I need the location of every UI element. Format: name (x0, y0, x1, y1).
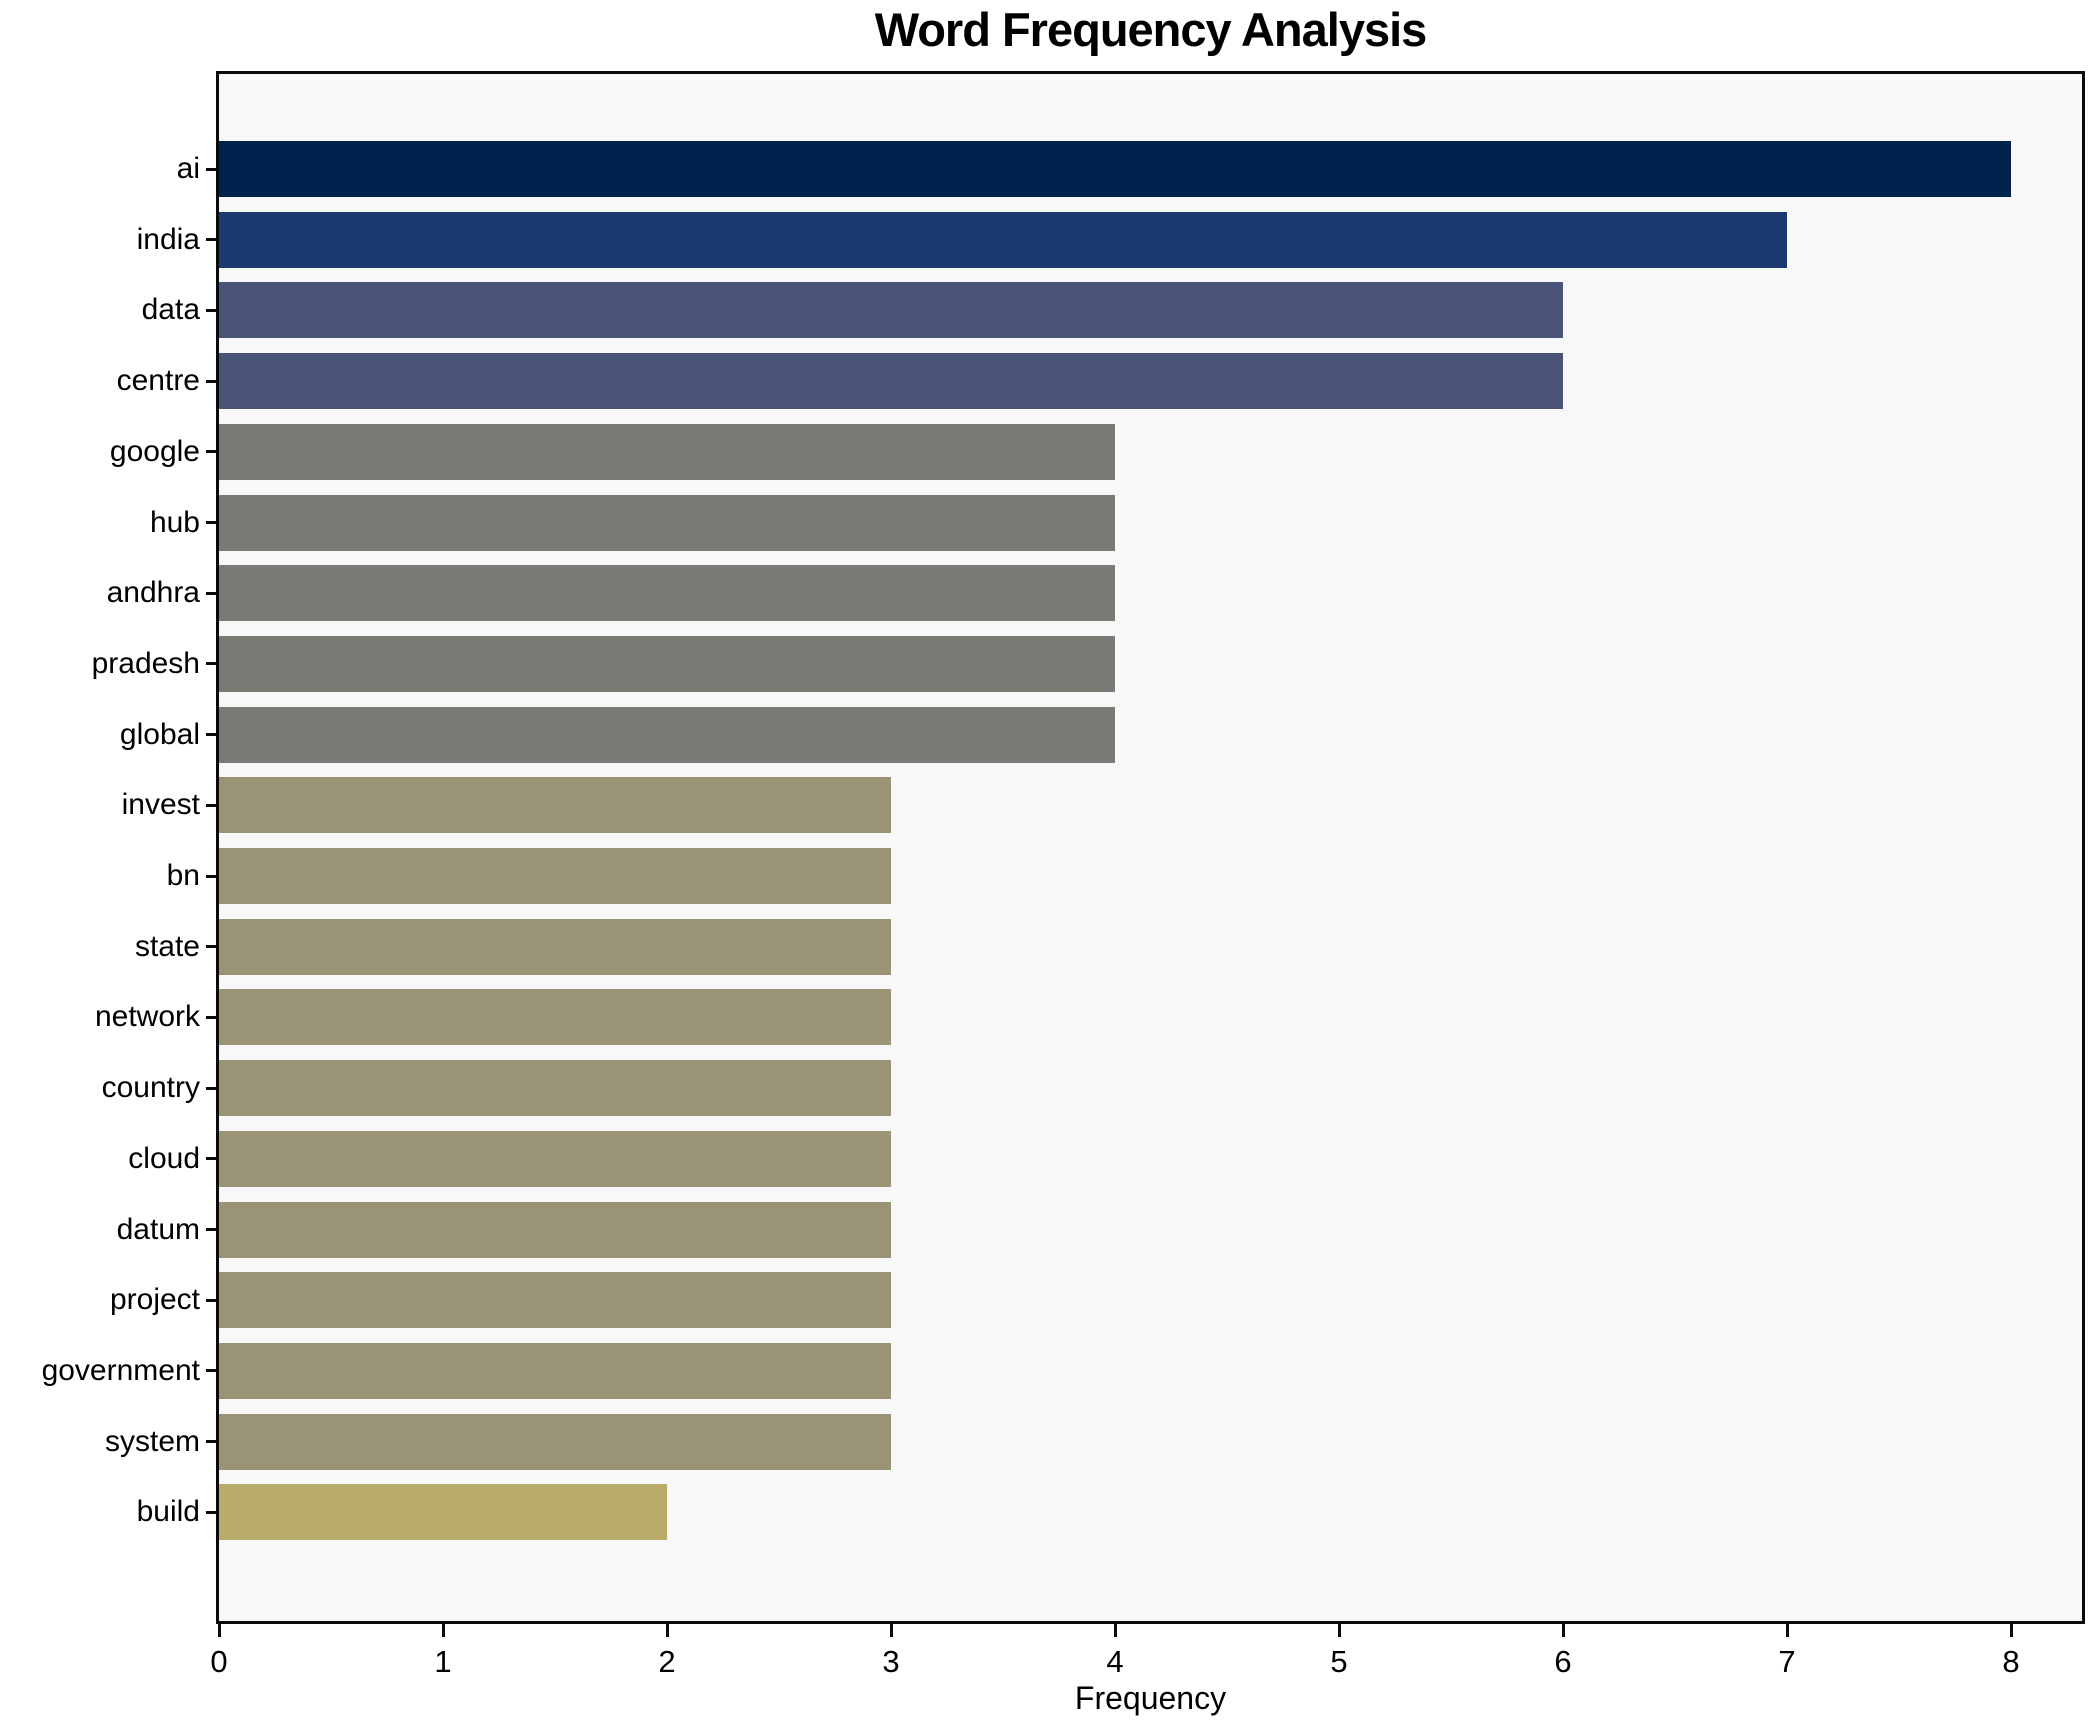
y-tick-label-bn: bn (166, 859, 200, 892)
bar-india (219, 211, 1787, 268)
y-tick-label-project: project (109, 1283, 200, 1317)
y-tick-label-data: data (141, 293, 200, 327)
bar-centre (219, 353, 1563, 410)
y-tick-mark (206, 379, 217, 383)
y-tick-mark (206, 167, 217, 171)
y-tick-mark (206, 1086, 217, 1090)
y-tick-mark (206, 1510, 217, 1514)
y-tick-mark (206, 521, 217, 524)
x-tick-mark (1785, 1624, 1789, 1637)
x-tick-label-8: 8 (2002, 1644, 2020, 1679)
x-tick-mark (441, 1624, 445, 1637)
y-tick-label-state: state (134, 929, 200, 963)
y-tick-mark (206, 1440, 217, 1444)
bar-government (219, 1342, 891, 1399)
bar-cloud (219, 1130, 891, 1187)
bar-global (219, 706, 1115, 763)
y-tick-mark (206, 803, 217, 807)
bar-data (219, 282, 1563, 339)
y-tick-label-system: system (104, 1424, 200, 1458)
x-tick-mark (2009, 1624, 2013, 1637)
y-tick-label-centre: centre (116, 364, 200, 398)
bar-bn (219, 848, 891, 904)
x-tick-label-3: 3 (882, 1644, 900, 1679)
bar-andhra (219, 565, 1115, 622)
x-tick-label-6: 6 (1554, 1644, 1572, 1679)
x-tick-label-4: 4 (1106, 1644, 1124, 1679)
y-tick-mark (206, 308, 217, 312)
y-tick-label-pradesh: pradesh (91, 646, 200, 680)
bar-pradesh (219, 635, 1115, 692)
y-tick-label-government: government (41, 1353, 200, 1387)
y-tick-label-ai: ai (176, 152, 200, 185)
bar-hub (219, 494, 1115, 551)
y-tick-mark (206, 450, 217, 454)
bar-network (219, 989, 891, 1046)
y-tick-mark (206, 945, 217, 949)
bar-ai (219, 141, 2011, 197)
x-tick-label-1: 1 (434, 1644, 452, 1679)
y-tick-label-andhra: andhra (106, 576, 200, 610)
y-tick-label-cloud: cloud (128, 1141, 200, 1175)
y-tick-mark (206, 238, 217, 242)
y-tick-mark (206, 662, 217, 666)
y-tick-label-build: build (136, 1495, 200, 1529)
y-tick-mark (206, 1157, 217, 1161)
y-tick-label-google: google (109, 434, 200, 468)
y-tick-mark (206, 733, 217, 737)
x-tick-label-0: 0 (210, 1644, 228, 1679)
y-tick-label-country: country (101, 1071, 200, 1105)
x-tick-label-5: 5 (1330, 1644, 1348, 1679)
chart-title: Word Frequency Analysis (874, 3, 1428, 56)
y-tick-mark (206, 1369, 217, 1373)
y-tick-mark (206, 1298, 217, 1302)
x-tick-label-2: 2 (658, 1644, 676, 1679)
y-tick-label-datum: datum (116, 1212, 200, 1246)
bar-project (219, 1272, 891, 1329)
y-tick-label-hub: hub (149, 505, 200, 539)
x-tick-mark (1337, 1624, 1341, 1637)
x-axis-title: Frequency (1074, 1680, 1227, 1716)
y-tick-mark (206, 1015, 217, 1019)
y-tick-label-global: global (119, 717, 200, 751)
x-tick-label-7: 7 (1778, 1644, 1796, 1679)
y-tick-mark (206, 1228, 217, 1231)
bar-invest (219, 777, 891, 834)
x-tick-mark (1561, 1624, 1565, 1637)
y-tick-label-invest: invest (121, 788, 200, 822)
x-tick-mark (1113, 1624, 1117, 1637)
y-tick-label-india: india (136, 222, 200, 256)
x-tick-mark (217, 1624, 221, 1637)
y-tick-mark (206, 874, 217, 878)
y-tick-mark (206, 591, 217, 595)
bar-system (219, 1413, 891, 1470)
x-tick-mark (665, 1624, 669, 1637)
x-tick-mark (889, 1624, 893, 1637)
y-tick-label-network: network (94, 1000, 200, 1034)
bar-build (219, 1484, 667, 1541)
bar-datum (219, 1201, 891, 1258)
plot-area (216, 71, 2085, 1624)
bar-google (219, 423, 1115, 480)
bar-country (219, 1060, 891, 1117)
bar-state (219, 918, 891, 975)
